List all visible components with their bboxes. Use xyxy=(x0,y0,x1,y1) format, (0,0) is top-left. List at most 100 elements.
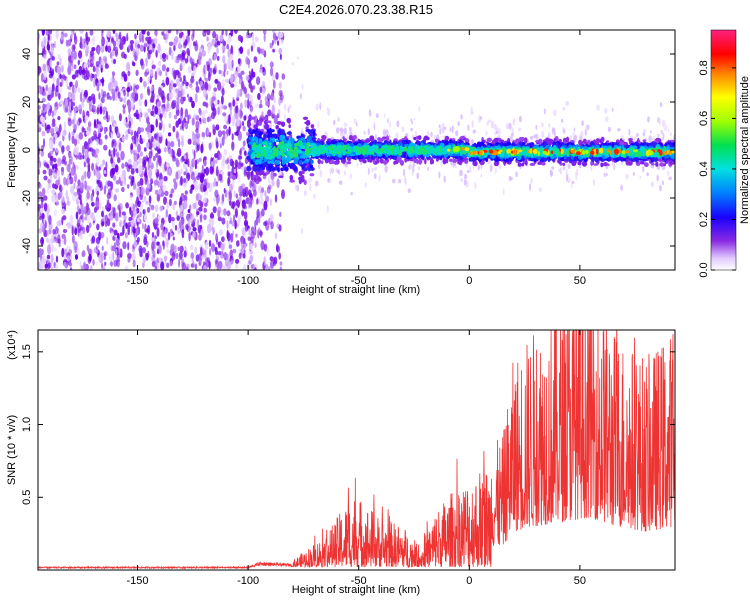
noise-blob xyxy=(227,176,231,187)
noise-blob xyxy=(221,236,225,243)
band-blob xyxy=(278,175,284,178)
noise-blob xyxy=(104,134,108,140)
halo-blob xyxy=(490,120,495,129)
noise-blob xyxy=(66,145,70,152)
noise-blob xyxy=(65,189,68,199)
band-blob xyxy=(448,158,454,162)
noise-blob xyxy=(163,229,167,239)
noise-blob xyxy=(39,207,45,213)
noise-blob xyxy=(131,252,136,261)
noise-blob xyxy=(188,224,192,233)
noise-blob xyxy=(218,136,222,145)
noise-blob xyxy=(98,92,101,100)
noise-blob xyxy=(251,33,255,42)
noise-blob xyxy=(203,202,208,207)
noise-blob xyxy=(200,143,204,154)
noise-blob xyxy=(91,73,95,79)
noise-blob xyxy=(252,85,256,90)
noise-blob xyxy=(69,81,73,87)
noise-blob xyxy=(242,125,246,132)
noise-blob xyxy=(71,74,76,80)
halo-blob xyxy=(659,184,662,192)
noise-blob xyxy=(116,37,119,42)
noise-blob xyxy=(208,239,212,248)
noise-blob xyxy=(111,167,116,175)
noise-blob xyxy=(40,115,44,123)
noise-blob xyxy=(209,213,215,220)
noise-blob xyxy=(81,145,85,156)
noise-blob xyxy=(206,223,212,234)
noise-blob xyxy=(203,207,208,213)
noise-blob xyxy=(136,188,141,198)
noise-blob xyxy=(187,158,190,167)
noise-blob xyxy=(93,207,98,213)
halo-blob xyxy=(628,128,631,136)
halo-blob xyxy=(590,166,593,171)
noise-blob xyxy=(55,30,59,39)
noise-blob xyxy=(179,245,184,253)
noise-blob xyxy=(183,40,187,49)
noise-blob xyxy=(148,195,152,204)
noise-blob xyxy=(278,108,281,116)
noise-blob xyxy=(61,233,66,239)
noise-blob xyxy=(189,165,193,175)
noise-blob xyxy=(230,201,235,209)
halo-blob xyxy=(427,166,430,172)
halo-blob xyxy=(407,188,411,194)
halo-blob xyxy=(642,165,645,173)
noise-blob xyxy=(220,70,224,77)
noise-blob xyxy=(143,236,148,246)
band-blob xyxy=(663,163,667,167)
noise-blob xyxy=(198,257,202,267)
halo-blob xyxy=(367,167,370,175)
noise-blob xyxy=(52,228,56,235)
noise-blob xyxy=(188,114,191,120)
noise-blob xyxy=(114,164,119,173)
halo-blob xyxy=(567,163,571,170)
band-blob xyxy=(442,158,447,165)
noise-blob xyxy=(164,112,167,119)
noise-blob xyxy=(92,215,96,222)
noise-blob xyxy=(127,70,131,77)
noise-blob xyxy=(96,118,99,125)
noise-blob xyxy=(190,244,194,251)
noise-blob xyxy=(222,112,227,117)
noise-blob xyxy=(101,245,104,251)
noise-blob xyxy=(218,173,223,182)
noise-blob xyxy=(104,261,107,266)
halo-blob xyxy=(479,116,483,120)
noise-blob xyxy=(230,73,234,84)
noise-blob xyxy=(179,220,182,226)
noise-blob xyxy=(123,53,127,60)
noise-blob xyxy=(39,86,43,95)
band-blob xyxy=(494,137,499,142)
noise-blob xyxy=(78,217,81,225)
noise-blob xyxy=(67,85,72,90)
noise-blob xyxy=(237,58,241,65)
noise-blob xyxy=(176,78,180,86)
noise-blob xyxy=(175,171,179,180)
noise-blob xyxy=(166,201,169,210)
noise-blob xyxy=(185,81,189,87)
noise-blob xyxy=(136,130,139,139)
noise-blob xyxy=(100,88,104,95)
halo-blob xyxy=(417,166,421,171)
noise-blob xyxy=(126,32,129,42)
noise-blob xyxy=(248,70,251,76)
halo-blob xyxy=(363,130,367,136)
noise-blob xyxy=(124,232,128,239)
halo-blob xyxy=(353,118,357,124)
noise-blob xyxy=(219,143,222,149)
halo-blob xyxy=(489,164,493,173)
noise-blob xyxy=(263,33,266,42)
noise-blob xyxy=(148,183,151,190)
noise-blob xyxy=(244,211,248,221)
noise-blob xyxy=(190,184,195,191)
noise-blob xyxy=(139,127,145,133)
noise-blob xyxy=(157,263,160,270)
noise-blob xyxy=(111,55,114,65)
halo-blob xyxy=(558,168,562,172)
band-blob xyxy=(369,135,374,142)
halo-blob xyxy=(329,168,332,176)
noise-blob xyxy=(199,47,202,53)
